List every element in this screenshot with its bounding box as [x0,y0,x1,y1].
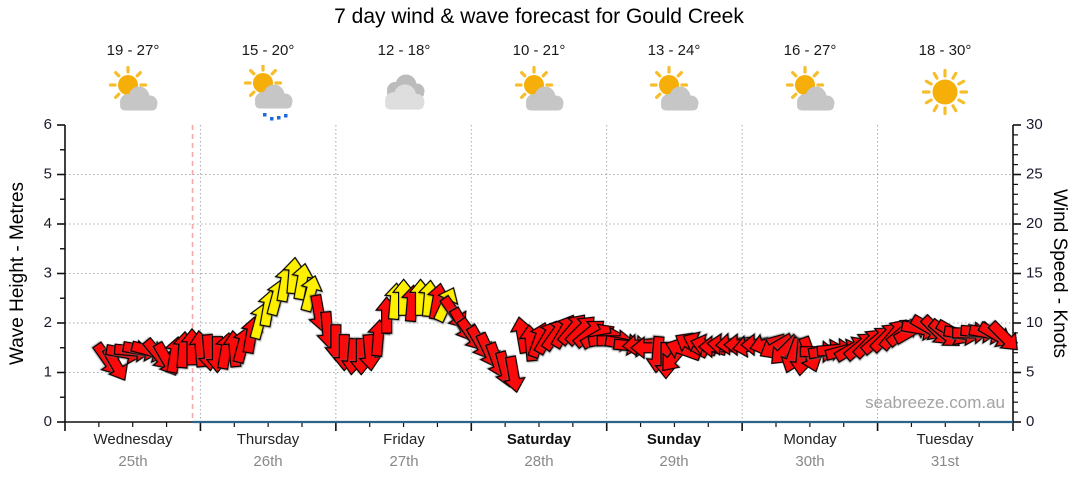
day-date: 31st [930,453,960,470]
day-date: 26th [253,453,283,470]
day-date: 28th [524,453,554,470]
svg-text:6: 6 [44,116,52,133]
day-date: 29th [659,453,689,470]
day-date: 27th [389,453,419,470]
day-header-saturday: 10 - 21° [472,42,606,121]
weather-icon-showers [240,63,296,121]
day-label-saturday: Saturday 28th [471,431,607,473]
day-name: Tuesday [916,431,974,448]
day-label-monday: Monday 30th [742,431,878,473]
svg-text:3: 3 [44,264,52,281]
day-date: 25th [118,453,148,470]
svg-text:0: 0 [1026,413,1034,430]
day-label-thursday: Thursday 26th [200,431,336,473]
watermark: seabreeze.com.au [865,393,1005,412]
day-header-monday: 16 - 27° [743,42,877,121]
svg-text:20: 20 [1026,215,1043,232]
svg-text:0: 0 [44,413,52,430]
svg-text:5: 5 [44,165,52,182]
svg-text:30: 30 [1026,116,1043,133]
day-temp: 16 - 27° [783,42,837,59]
svg-text:10: 10 [1026,314,1043,331]
day-header-tuesday: 18 - 30° [878,42,1012,121]
day-label-tuesday: Tuesday 31st [877,431,1013,473]
svg-text:1: 1 [44,363,52,380]
day-name: Wednesday [93,431,173,448]
svg-text:15: 15 [1026,264,1043,281]
weather-icon-cloudy [376,65,432,121]
day-temp: 15 - 20° [241,42,295,59]
chart-title: 7 day wind & wave forecast for Gould Cre… [334,5,744,28]
day-header-friday: 12 - 18° [337,42,471,121]
weather-icon-partly-cloudy [511,65,567,121]
weather-icon-partly-cloudy [782,65,838,121]
day-name: Saturday [506,431,572,448]
day-label-friday: Friday 27th [336,431,472,473]
day-label-sunday: Sunday 29th [606,431,742,473]
day-header-wednesday: 19 - 27° [66,42,200,121]
weather-icon-partly-cloudy [105,65,161,121]
day-label-wednesday: Wednesday 25th [65,431,201,473]
day-name: Sunday [646,431,702,448]
svg-text:25: 25 [1026,165,1043,182]
weather-icon-sunny [917,65,973,121]
svg-text:4: 4 [44,215,52,232]
day-name: Friday [383,431,425,448]
weather-icon-partly-cloudy [646,65,702,121]
right-axis-title: Wind Speed - Knots [1049,189,1070,358]
day-temp: 12 - 18° [377,42,431,59]
svg-text:5: 5 [1026,363,1034,380]
day-temp: 10 - 21° [512,42,566,59]
day-temp: 13 - 24° [647,42,701,59]
day-name: Thursday [236,431,300,448]
day-date: 30th [795,453,825,470]
svg-text:2: 2 [44,314,52,331]
day-temp: 19 - 27° [106,42,160,59]
day-header-sunday: 13 - 24° [607,42,741,121]
day-temp: 18 - 30° [918,42,972,59]
day-name: Monday [783,431,837,448]
day-header-thursday: 15 - 20° [201,42,335,121]
